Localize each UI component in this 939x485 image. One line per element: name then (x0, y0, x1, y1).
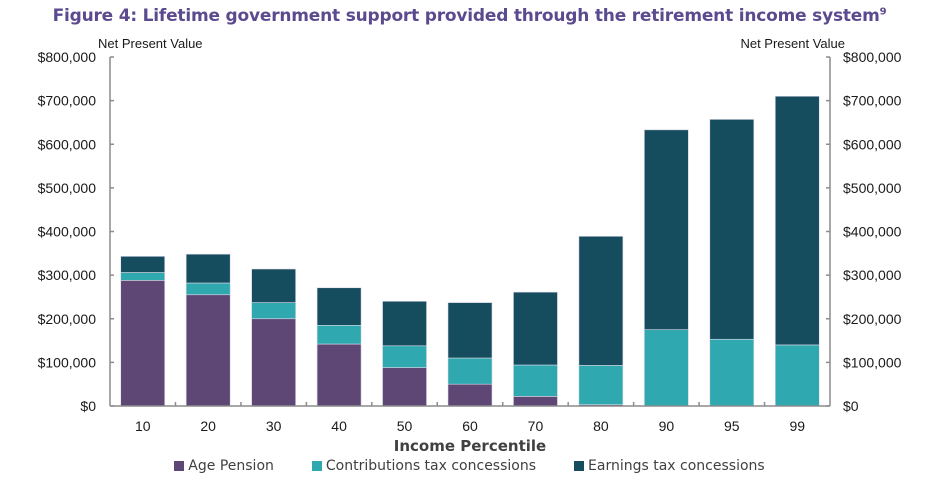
right-y-tick-label: $300,000 (843, 267, 902, 283)
left-y-tick-label: $400,000 (38, 224, 97, 240)
legend-swatch-contributions (311, 461, 322, 471)
right-y-tick-label: $100,000 (843, 354, 902, 370)
right-y-tick-label: $800,000 (843, 49, 902, 65)
x-tick-label: 50 (397, 418, 413, 434)
bar-segment-40-age-pension (316, 343, 362, 407)
bar-segment-80-earnings-tax-concessions (578, 235, 624, 366)
bar-segment-20-age-pension (185, 294, 231, 407)
bar-segment-30-contributions-tax-concessions (251, 302, 296, 320)
title-footnote: 9 (879, 6, 887, 18)
right-axis-unit-label: Net Present Value (740, 36, 845, 51)
left-y-tick-label: $200,000 (38, 311, 97, 327)
bar-segment-99-contributions-tax-concessions (774, 344, 820, 407)
bar-segment-40-earnings-tax-concessions (316, 287, 362, 326)
legend: Age Pension Contributions tax concession… (0, 458, 939, 474)
bar-segment-95-contributions-tax-concessions (709, 338, 755, 407)
bar-segment-95-earnings-tax-concessions (709, 119, 755, 340)
chart-title: Figure 4: Lifetime government support pr… (0, 6, 939, 26)
x-tick-label: 20 (200, 418, 216, 434)
bar-segment-30-age-pension (251, 318, 296, 407)
legend-label-age-pension: Age Pension (188, 458, 274, 474)
right-y-tick-label: $0 (843, 398, 859, 414)
legend-item-age-pension: Age Pension (174, 458, 274, 474)
left-y-tick-label: $800,000 (38, 49, 97, 65)
chart-title-text: Figure 4: Lifetime government support pr… (52, 6, 880, 26)
bar-segment-70-contributions-tax-concessions (513, 364, 558, 397)
x-tick-label: 99 (789, 418, 805, 434)
bar-segment-99-earnings-tax-concessions (774, 95, 820, 346)
bar-segment-10-contributions-tax-concessions (120, 272, 166, 281)
axes-group: 10 20 30 40 50 60 70 80 90 95 99 $0 $0 $100,000 $100,0… (38, 49, 902, 434)
x-tick-label: 40 (331, 418, 347, 434)
x-tick-label: 30 (266, 418, 282, 434)
bar-segment-10-earnings-tax-concessions (120, 256, 166, 273)
bar-segment-20-earnings-tax-concessions (185, 253, 231, 284)
x-tick-label: 95 (724, 418, 740, 434)
left-y-tick-label: $700,000 (38, 93, 97, 109)
right-y-tick-label: $500,000 (843, 180, 902, 196)
bar-segment-50-earnings-tax-concessions (382, 300, 427, 347)
right-y-tick-label: $600,000 (843, 136, 902, 152)
right-y-tick-label: $400,000 (843, 224, 902, 240)
x-tick-label: 10 (135, 418, 151, 434)
bars-group (120, 95, 820, 407)
legend-swatch-earnings (574, 461, 585, 471)
legend-item-contributions: Contributions tax concessions (311, 458, 537, 474)
legend-item-earnings: Earnings tax concessions (574, 458, 765, 474)
left-y-tick-label: $100,000 (38, 354, 97, 370)
legend-label-earnings: Earnings tax concessions (588, 458, 765, 474)
bar-segment-90-earnings-tax-concessions (644, 129, 689, 330)
bar-segment-70-earnings-tax-concessions (513, 291, 558, 366)
left-y-tick-label: $300,000 (38, 267, 97, 283)
x-tick-label: 60 (462, 418, 478, 434)
legend-label-contributions: Contributions tax concessions (325, 458, 537, 474)
bar-segment-80-contributions-tax-concessions (578, 365, 624, 405)
x-tick-label: 70 (528, 418, 544, 434)
bar-segment-60-earnings-tax-concessions (447, 302, 493, 359)
bar-segment-20-contributions-tax-concessions (185, 282, 231, 296)
bar-segment-10-age-pension (120, 280, 166, 407)
right-y-tick-label: $200,000 (843, 311, 902, 327)
left-y-tick-label: $600,000 (38, 136, 97, 152)
left-axis-unit-label: Net Present Value (98, 36, 203, 51)
legend-swatch-age-pension (174, 461, 185, 471)
x-axis-title: Income Percentile (394, 437, 546, 455)
bar-segment-40-contributions-tax-concessions (316, 324, 362, 345)
bar-segment-30-earnings-tax-concessions (251, 268, 296, 303)
x-tick-label: 90 (659, 418, 675, 434)
bar-segment-70-age-pension (513, 396, 558, 407)
left-y-tick-label: $500,000 (38, 180, 97, 196)
x-tick-label: 80 (593, 418, 609, 434)
right-y-tick-label: $700,000 (843, 93, 902, 109)
bar-segment-50-contributions-tax-concessions (382, 345, 427, 368)
bar-segment-50-age-pension (382, 367, 427, 407)
bar-segment-60-contributions-tax-concessions (447, 357, 493, 385)
bar-segment-60-age-pension (447, 383, 493, 407)
bar-segment-90-contributions-tax-concessions (644, 329, 689, 407)
left-y-tick-label: $0 (80, 398, 96, 414)
